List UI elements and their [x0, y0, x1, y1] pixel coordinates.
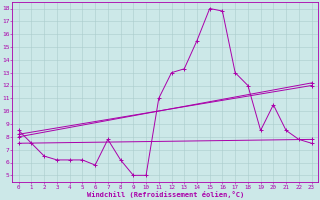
- X-axis label: Windchill (Refroidissement éolien,°C): Windchill (Refroidissement éolien,°C): [86, 191, 244, 198]
